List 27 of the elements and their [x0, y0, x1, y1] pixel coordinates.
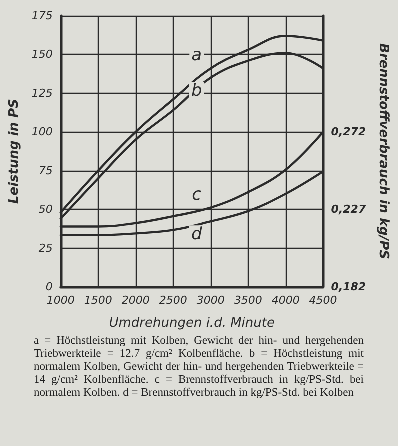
y-tick-label: 25 [38, 242, 53, 255]
y-tick-label: 50 [38, 203, 53, 216]
x-tick-label: 3500 [234, 294, 262, 307]
x-axis-title: Umdrehungen i.d. Minute [109, 316, 275, 331]
y-tick-label: 150 [32, 48, 53, 62]
y-tick-label: 175 [32, 10, 53, 22]
y-tick-label: 0 [46, 280, 53, 294]
text: a = Höchstleistung mit Kolben, Gewicht der hin- und hergehenden Triebwerkteile = 12.7 g/cm² Kolbenfläche. b = Höchstleistung mit normalem Kolben, Gewicht der hin- und hergehenden Triebwerkteile = 14 g/cm² Kolbenfläche. c = Brennstoffverbrauch in kg/PS-Std. bei normalem Kolben. d = Brennstoffverbrauch in kg/PS-Std. bei Kolben [34, 335, 364, 400]
x-tick-label: 1500 [84, 294, 112, 307]
y2-tick-label: 0,182 [331, 280, 366, 294]
y-tick-label: 100 [32, 126, 53, 139]
x-tick-label: 2500 [159, 294, 188, 307]
y-tick-label: 75 [38, 164, 53, 178]
x-tick-label: 4500 [309, 294, 338, 307]
y-axis-title: Leistung in PS [7, 99, 22, 204]
y2-tick-label: 0,272 [331, 126, 366, 139]
series-label: b [191, 80, 202, 101]
series-label: c [192, 184, 202, 205]
series-label: d [191, 224, 202, 245]
x-tick-label: 1000 [46, 294, 75, 307]
x-tick-label: 3000 [196, 294, 225, 307]
y2-tick-label: 0,227 [331, 203, 366, 216]
y2-axis-title: Brennstoffverbrauch in kg/PS [376, 43, 391, 260]
x-tick-label: 2000 [122, 294, 150, 307]
x-tick-label: 4000 [272, 294, 300, 307]
series-label: a [192, 46, 202, 66]
y-tick-label: 125 [32, 86, 53, 100]
